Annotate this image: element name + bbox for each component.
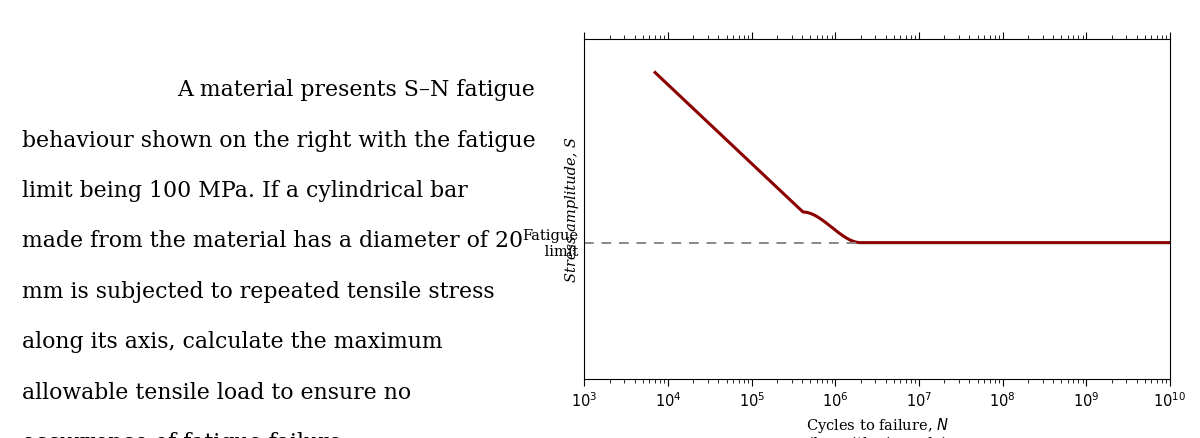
Y-axis label: Stress amplitude, S: Stress amplitude, S — [565, 137, 578, 282]
Text: mm is subjected to repeated tensile stress: mm is subjected to repeated tensile stre… — [22, 280, 494, 302]
X-axis label: Cycles to failure, $N$
(logarithmic scale): Cycles to failure, $N$ (logarithmic scal… — [805, 415, 949, 438]
Text: A material presents S–N fatigue: A material presents S–N fatigue — [178, 79, 535, 101]
Text: made from the material has a diameter of 20: made from the material has a diameter of… — [22, 230, 523, 252]
Text: occurrence of fatigue failure.: occurrence of fatigue failure. — [22, 431, 349, 438]
Text: Fatigue
 limit: Fatigue limit — [522, 228, 578, 258]
Text: along its axis, calculate the maximum: along its axis, calculate the maximum — [22, 331, 443, 353]
Text: behaviour shown on the right with the fatigue: behaviour shown on the right with the fa… — [22, 129, 535, 151]
Text: limit being 100 MPa. If a cylindrical bar: limit being 100 MPa. If a cylindrical ba… — [22, 180, 468, 201]
Text: allowable tensile load to ensure no: allowable tensile load to ensure no — [22, 381, 410, 403]
